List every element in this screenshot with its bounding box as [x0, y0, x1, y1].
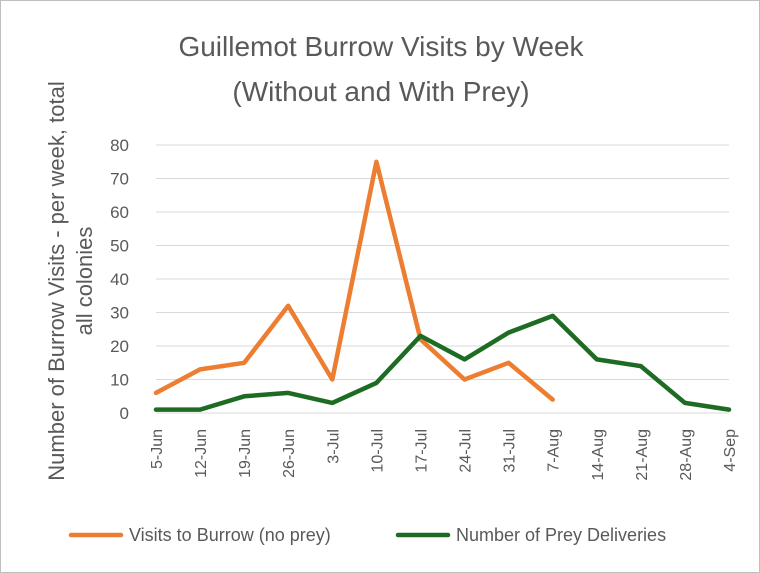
y-tick-label: 80	[110, 136, 129, 155]
x-tick-labels: 5-Jun 12-Jun 19-Jun 26-Jun 3-Jul 10-Jul 17-Jul…	[149, 429, 739, 481]
y-tick-label: 60	[110, 203, 129, 222]
y-tick-label: 40	[110, 270, 129, 289]
y-axis-label-line1: Number of Burrow Visits - per week, tota…	[44, 81, 69, 480]
y-tick-label: 50	[110, 237, 129, 256]
y-axis-label: Number of Burrow Visits - per week, tota…	[44, 81, 97, 480]
series-line-0	[153, 159, 555, 402]
x-tick-label: 14-Aug	[590, 429, 607, 481]
gridlines	[156, 144, 729, 380]
x-tick-label: 7-Aug	[546, 429, 563, 472]
x-tick-label: 4-Sep	[722, 429, 739, 472]
legend-label: Visits to Burrow (no prey)	[129, 525, 331, 545]
x-tick-label: 3-Jul	[325, 429, 342, 464]
legend-item-1: Number of Prey Deliveries	[395, 525, 666, 545]
x-tick-label: 17-Jul	[413, 429, 430, 473]
legend: Visits to Burrow (no prey) Number of Prey…	[68, 525, 666, 545]
y-tick-label: 10	[110, 371, 129, 390]
chart-subtitle: (Without and With Prey)	[232, 76, 529, 107]
x-tick-label: 26-Jun	[281, 429, 298, 478]
legend-label: Number of Prey Deliveries	[456, 525, 666, 545]
x-tick-label: 5-Jun	[149, 429, 166, 469]
y-tick-label: 30	[110, 304, 129, 323]
y-tick-label: 20	[110, 337, 129, 356]
y-tick-label: 70	[110, 170, 129, 189]
x-tick-label: 19-Jun	[237, 429, 254, 478]
series-lines	[153, 159, 732, 412]
x-tick-label: 21-Aug	[634, 429, 651, 481]
chart-title: Guillemot Burrow Visits by Week	[178, 31, 584, 62]
y-tick-label: 0	[120, 404, 129, 423]
x-tick-label: 28-Aug	[678, 429, 695, 481]
y-axis-label-line2: all colonies	[72, 227, 97, 336]
legend-item-0: Visits to Burrow (no prey)	[68, 525, 331, 545]
x-tick-label: 31-Jul	[502, 429, 519, 473]
x-tick-label: 24-Jul	[458, 429, 475, 473]
x-tick-label: 12-Jun	[193, 429, 210, 478]
y-tick-labels: 0 10 20 30 40 50 60 70 80	[110, 136, 129, 423]
x-tick-label: 10-Jul	[369, 429, 386, 473]
series-line-1	[153, 313, 732, 412]
